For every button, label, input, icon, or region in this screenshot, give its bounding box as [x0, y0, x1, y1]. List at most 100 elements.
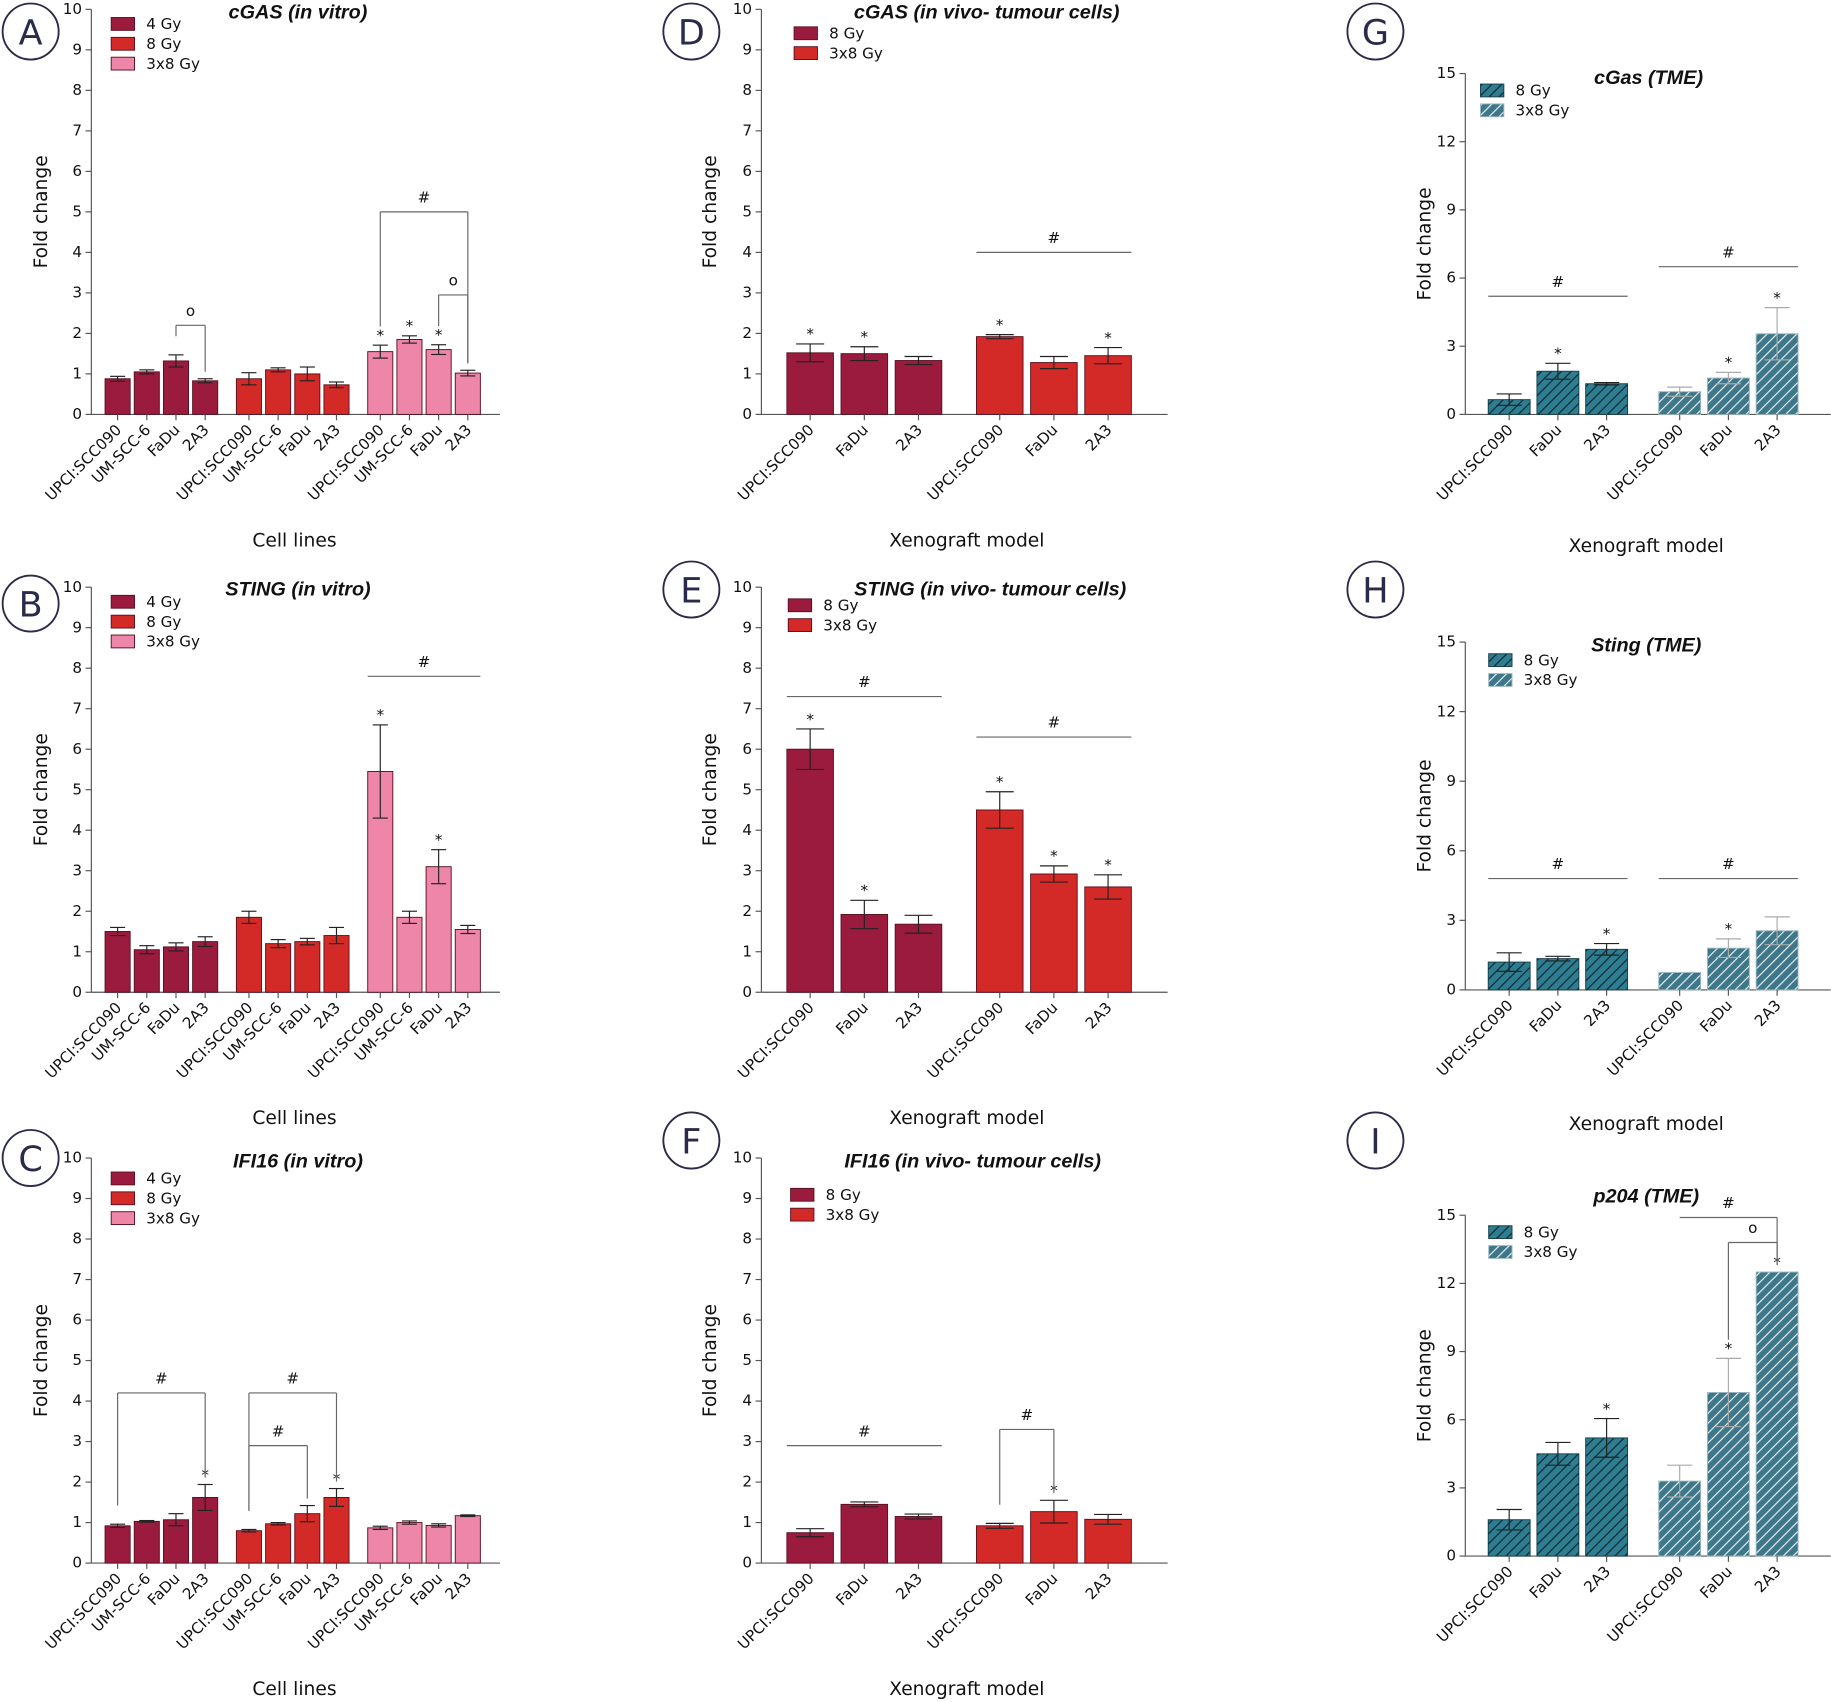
- y-tick-label: 10: [63, 0, 82, 18]
- panel-letter-circle: [662, 560, 721, 619]
- y-axis-label: Fold change: [700, 733, 721, 846]
- x-tick-label: 2A3: [442, 421, 476, 455]
- y-tick-label: 3: [742, 284, 752, 302]
- y-tick-label: 8: [742, 1230, 752, 1248]
- y-tick-label: 7: [72, 699, 82, 717]
- x-tick-label: 2A3: [179, 421, 213, 455]
- y-tick-label: 8: [72, 659, 82, 677]
- bar: [192, 941, 219, 993]
- chart-title: p204 (TME): [1592, 1185, 1699, 1207]
- panel-letter: F: [681, 1121, 701, 1162]
- panel-F: F IFI16 (in vivo- tumour cells) 0 1 2 3 4 5 6 7 8 9…: [662, 1111, 1168, 1700]
- y-tick-label: 10: [63, 578, 82, 596]
- bar: [1030, 362, 1078, 415]
- significance-star: *: [861, 328, 869, 346]
- y-tick-label: 1: [742, 1513, 752, 1531]
- y-tick-label: 1: [72, 365, 82, 383]
- legend-label: 8 Gy: [826, 1186, 861, 1204]
- y-tick-label: 2: [72, 1473, 82, 1491]
- y-axis-label: Fold change: [1414, 1329, 1435, 1442]
- significance-star: *: [435, 831, 443, 849]
- y-axis-label: Fold change: [1414, 187, 1435, 300]
- bar: [786, 748, 834, 993]
- y-axis-label: Fold change: [700, 1304, 721, 1417]
- significance-label: #: [1552, 273, 1565, 291]
- bar: [294, 941, 321, 993]
- x-tick-label: FaDu: [275, 999, 315, 1039]
- bar: [367, 1527, 394, 1564]
- bar: [133, 371, 160, 415]
- significance-label: #: [286, 1370, 299, 1388]
- y-tick-label: 3: [72, 284, 82, 302]
- y-tick-label: 7: [742, 122, 752, 140]
- bar: [1585, 383, 1629, 415]
- significance-label: o: [449, 272, 458, 290]
- y-tick-label: 3: [1446, 1479, 1456, 1497]
- bar: [162, 1519, 189, 1564]
- y-tick-label: 3: [742, 1432, 752, 1450]
- significance-label: #: [418, 189, 431, 207]
- bar: [1658, 972, 1702, 991]
- bar: [265, 369, 292, 415]
- significance-star: *: [1725, 1340, 1733, 1358]
- x-tick-label: 2A3: [1580, 996, 1614, 1030]
- bar: [133, 1520, 160, 1564]
- x-tick-label: 2A3: [1082, 421, 1116, 455]
- x-tick-label: 2A3: [892, 421, 926, 455]
- y-tick-label: 4: [72, 821, 82, 839]
- significance-star: *: [435, 326, 443, 344]
- bar: [265, 1523, 292, 1564]
- x-tick-label: 2A3: [442, 1570, 476, 1604]
- bar: [425, 1524, 452, 1564]
- x-tick-label: 2A3: [179, 999, 213, 1033]
- x-tick-label: UPCI:SCC090: [1433, 996, 1517, 1080]
- x-tick-label: FaDu: [275, 1570, 315, 1610]
- y-tick-label: 10: [733, 1149, 752, 1167]
- x-tick-label: FaDu: [832, 999, 872, 1039]
- bar: [162, 946, 189, 993]
- legend-label: 3x8 Gy: [826, 1206, 880, 1224]
- legend-swatch: [790, 1207, 815, 1222]
- legend-swatch: [1488, 653, 1513, 668]
- y-tick-label: 9: [742, 1189, 752, 1207]
- y-tick-label: 9: [1446, 772, 1456, 790]
- significance-label: o: [186, 302, 195, 320]
- legend-label: 3x8 Gy: [146, 55, 200, 73]
- y-tick-label: 4: [742, 821, 752, 839]
- bar: [840, 353, 889, 415]
- legend-label: 4 Gy: [146, 593, 181, 611]
- panel-B: B STING (in vitro) 0 1 2 3 4 5 6 7 8 9 10 Fold change…: [1, 574, 500, 1129]
- y-tick-label: 9: [72, 1189, 82, 1207]
- panel-letter: E: [680, 570, 702, 611]
- significance-label: #: [1722, 1194, 1735, 1212]
- significance-label: #: [1722, 855, 1735, 873]
- y-tick-label: 15: [1437, 633, 1456, 651]
- significance-star: *: [806, 710, 814, 728]
- y-tick-label: 6: [742, 162, 752, 180]
- significance-label: #: [1020, 1406, 1033, 1424]
- bar: [192, 380, 219, 415]
- x-tick-label: FaDu: [407, 999, 447, 1039]
- legend-swatch: [793, 46, 818, 61]
- x-tick-label: FaDu: [407, 1570, 447, 1610]
- y-tick-label: 12: [1437, 702, 1456, 720]
- y-tick-label: 4: [72, 1392, 82, 1410]
- legend-swatch: [1480, 83, 1505, 98]
- bar: [454, 1515, 481, 1564]
- x-axis-label: Cell lines: [252, 1108, 336, 1129]
- significance-star: *: [376, 706, 384, 724]
- x-tick-label: 2A3: [1751, 421, 1785, 455]
- bar: [786, 1532, 834, 1564]
- legend-swatch: [110, 594, 136, 609]
- y-tick-label: 0: [72, 405, 82, 423]
- x-tick-label: 2A3: [1580, 421, 1614, 455]
- y-tick-label: 9: [72, 618, 82, 636]
- y-tick-label: 10: [63, 1149, 82, 1167]
- y-tick-label: 0: [1446, 1547, 1456, 1565]
- y-tick-label: 3: [72, 861, 82, 879]
- legend-swatch: [110, 614, 136, 629]
- x-tick-label: 2A3: [1082, 1570, 1116, 1604]
- bar: [454, 928, 481, 993]
- bar: [454, 372, 481, 415]
